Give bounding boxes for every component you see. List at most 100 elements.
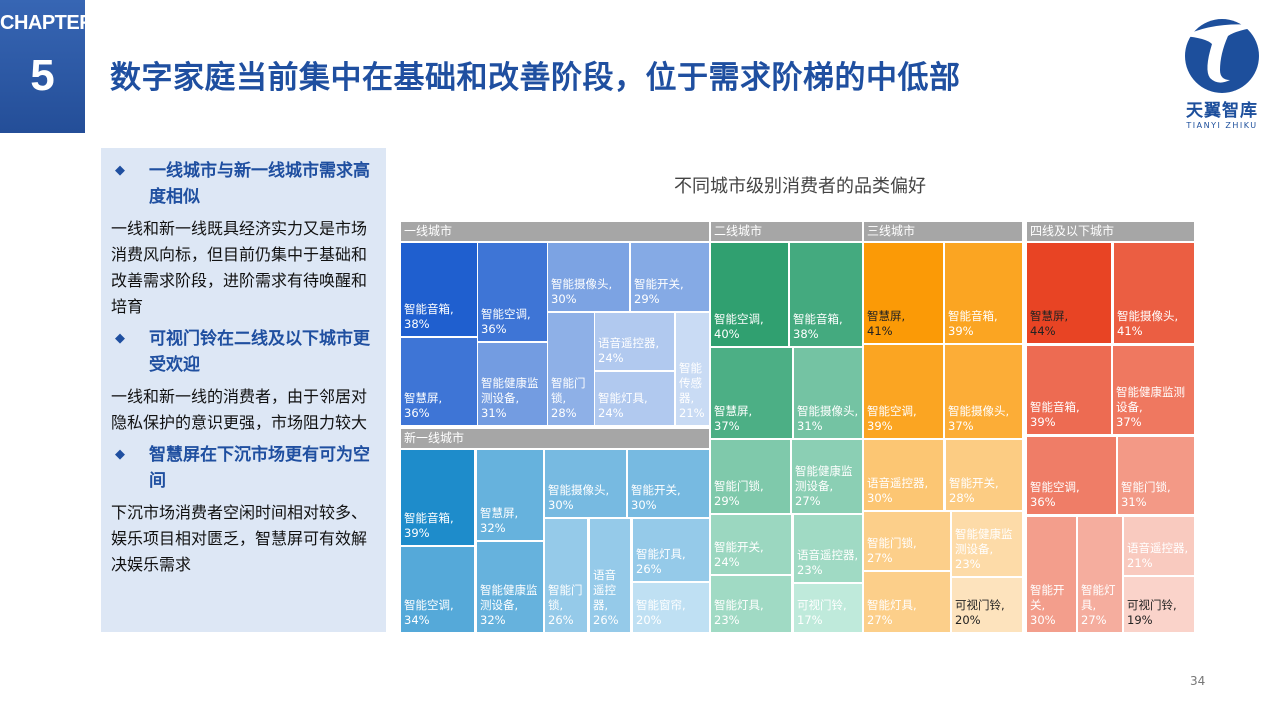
treemap-cell: 可视门铃, 19% [1124, 577, 1194, 632]
cell-value: 27% [867, 551, 893, 565]
treemap-cell: 智能空调, 39% [864, 345, 943, 438]
logo-t-icon [1184, 19, 1264, 93]
cell-value: 31% [1121, 495, 1147, 509]
cell-value: 30% [867, 491, 893, 505]
logo-name-cn: 天翼智库 [1186, 101, 1258, 121]
cell-value: 41% [867, 324, 893, 338]
treemap-cell: 智能门锁, 28% [548, 313, 594, 425]
treemap-cell: 智能开关, 28% [946, 440, 1022, 510]
treemap-cell: 智能音箱, 39% [1027, 346, 1111, 434]
cell-label: 智能空调, [714, 312, 764, 326]
cell-value: 26% [636, 562, 662, 576]
group-header: 四线及以下城市 [1027, 222, 1194, 241]
cell-label: 智能摄像头, [551, 277, 613, 291]
cell-value: 20% [955, 613, 981, 627]
cell-value: 44% [1030, 324, 1056, 338]
treemap-cell: 智能灯具, 27% [864, 572, 950, 632]
cell-label: 智能门锁, [867, 536, 917, 550]
treemap-cell: 智慧屏, 37% [711, 348, 792, 438]
treemap-cell: 智能摄像头, 31% [794, 348, 862, 438]
treemap-cell: 智能空调, 36% [478, 243, 547, 341]
treemap-cell: 智能开关, 29% [631, 243, 709, 311]
cell-value: 28% [949, 491, 975, 505]
cell-label: 智能音箱, [1030, 400, 1080, 414]
insight-body: 一线和新一线既具经济实力又是市场消费风向标，但目前仍集中于基础和改善需求阶段，进… [111, 219, 368, 316]
cell-label: 智能开关, [949, 476, 999, 490]
cell-label: 智能灯具, [598, 391, 648, 405]
cell-value: 38% [404, 317, 430, 331]
cell-label: 智能音箱, [948, 309, 998, 323]
cell-label: 智能灯具, [636, 547, 686, 561]
treemap-cell: 智能摄像头, 37% [945, 345, 1022, 438]
cell-label: 智慧屏, [404, 391, 443, 405]
cell-label: 智能开关, [714, 540, 764, 554]
page-title: 数字家庭当前集中在基础和改善阶段，位于需求阶梯的中低部 [110, 60, 961, 96]
cell-label: 智能空调, [481, 307, 531, 321]
cell-label: 智能音箱, [404, 511, 454, 525]
cell-label: 智能空调, [867, 404, 917, 418]
treemap-cell: 可视门铃, 17% [794, 584, 862, 632]
cell-value: 24% [714, 555, 740, 569]
chapter-label: CHAPTER [0, 12, 94, 34]
cell-label: 智能窗帘, [636, 598, 686, 612]
cell-value: 34% [404, 613, 430, 627]
cell-value: 27% [795, 494, 821, 508]
cell-value: 38% [793, 327, 819, 341]
cell-label: 智慧屏, [480, 506, 519, 520]
cell-value: 30% [548, 498, 574, 512]
treemap-cell: 智能健康监测设备, 27% [792, 440, 862, 513]
treemap-cell: 智能灯具, 27% [1078, 517, 1122, 632]
cell-value: 36% [1030, 495, 1056, 509]
cell-value: 29% [634, 292, 660, 306]
insight-item: ◆ 一线城市与新一线城市需求高度相似 一线和新一线既具经济实力又是市场消费风向标，… [111, 158, 376, 320]
cell-label: 智能灯具, [867, 598, 917, 612]
group-header: 二线城市 [711, 222, 862, 241]
cell-value: 30% [551, 292, 577, 306]
cell-label: 可视门铃, [955, 598, 1005, 612]
treemap-cell: 智能开关, 30% [628, 450, 709, 517]
cell-value: 17% [797, 613, 823, 627]
cell-value: 21% [679, 406, 705, 420]
treemap-cell: 智能音箱, 39% [401, 450, 474, 545]
cell-label: 智能健康监测设备, [955, 527, 1013, 556]
cell-value: 36% [404, 406, 430, 420]
cell-label: 语音遥控器, [1127, 541, 1189, 555]
cell-value: 37% [714, 419, 740, 433]
treemap-cell: 智能空调, 40% [711, 243, 788, 346]
treemap-cell: 智能音箱, 39% [945, 243, 1022, 343]
treemap-cell: 智能音箱, 38% [401, 243, 477, 336]
cell-value: 24% [598, 406, 624, 420]
cell-label: 智能摄像头, [797, 404, 859, 418]
treemap-cell: 语音遥控器, 23% [794, 515, 862, 582]
cell-value: 32% [480, 613, 506, 627]
cell-value: 31% [797, 419, 823, 433]
treemap-cell: 语音遥控器, 30% [864, 440, 943, 510]
treemap-cell: 智能传感器, 21% [676, 313, 709, 425]
cell-label: 可视门铃, [797, 598, 847, 612]
treemap-cell: 智能健康监测设备, 32% [477, 542, 543, 632]
insight-item: ◆ 可视门铃在二线及以下城市更受欢迎 一线和新一线的消费者，由于邻居对隐私保护的意… [111, 326, 376, 436]
treemap-cell: 智能灯具, 26% [633, 519, 709, 581]
cell-value: 27% [867, 613, 893, 627]
treemap-cell: 智能灯具, 24% [595, 372, 674, 425]
cell-value: 20% [636, 613, 662, 627]
cell-value: 27% [1081, 613, 1107, 627]
group-header: 三线城市 [864, 222, 1022, 241]
treemap-cell: 智能摄像头, 30% [548, 243, 629, 311]
cell-label: 智能门锁, [548, 583, 583, 612]
cell-value: 37% [1116, 415, 1142, 429]
logo: 天翼智库 TIANYI ZHIKU [1172, 14, 1272, 132]
cell-value: 21% [1127, 556, 1153, 570]
treemap-cell: 智能健康监测设备, 31% [478, 343, 547, 425]
page-number: 34 [1190, 674, 1206, 688]
treemap-cell: 智能健康监测设备, 23% [952, 512, 1022, 576]
cell-label: 智慧屏, [1030, 309, 1069, 323]
insight-heading: 智慧屏在下沉市场更有可为空间 [149, 445, 370, 491]
treemap-cell: 智能门锁, 26% [545, 519, 587, 632]
cell-label: 智能音箱, [404, 302, 454, 316]
treemap-cell: 智能摄像头, 41% [1114, 243, 1194, 343]
cell-label: 语音遥控器, [867, 476, 929, 490]
cell-label: 智能摄像头, [548, 483, 610, 497]
cell-value: 31% [481, 406, 507, 420]
cell-label: 可视门铃, [1127, 598, 1177, 612]
